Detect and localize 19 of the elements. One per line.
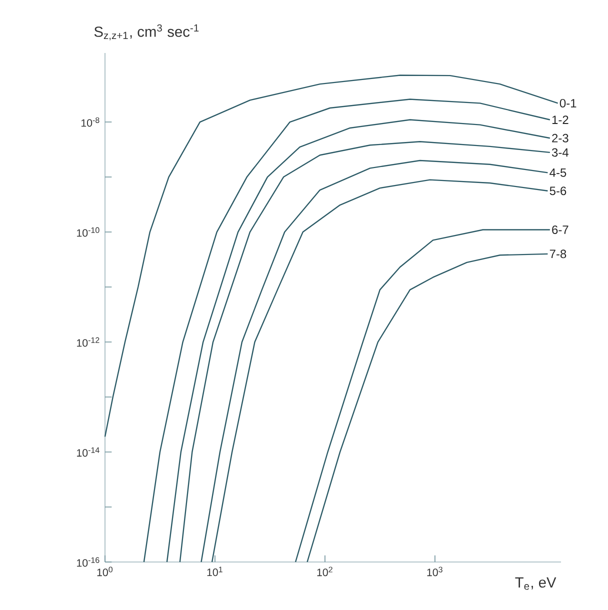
y-tick-label: 10$^{-12}$: [77, 337, 100, 347]
y-tick-label: 10$^{-16}$: [77, 557, 100, 567]
series-label: 4-5: [550, 168, 566, 177]
x-tick-label: 10$^{0}$: [97, 566, 113, 576]
series-label: 3-4: [552, 148, 568, 157]
y-tick-label: 10$^{-10}$: [77, 227, 100, 237]
y-tick-label: 10$^{-8}$: [81, 117, 100, 127]
series-label: 5-6: [550, 186, 566, 196]
series-label: 7-8: [550, 250, 566, 258]
y-tick-label: 10$^{-14}$: [77, 447, 100, 457]
series-label: 1-2: [552, 116, 568, 124]
series-label: 6-7: [552, 226, 568, 234]
y-axis-title: S$_{z,z+1}$, cm$^{3}$ sec$^{-1}$: [94, 24, 199, 40]
series-label: 2-3: [552, 134, 568, 142]
x-axis-title: T$_{e}$, eV: [515, 577, 556, 590]
x-tick-label: 10$^{3}$: [427, 566, 442, 576]
x-tick-label: 10$^{2}$: [317, 566, 332, 576]
series-label: 0-1: [560, 98, 576, 108]
x-tick-label: 10$^{1}$: [207, 566, 222, 576]
